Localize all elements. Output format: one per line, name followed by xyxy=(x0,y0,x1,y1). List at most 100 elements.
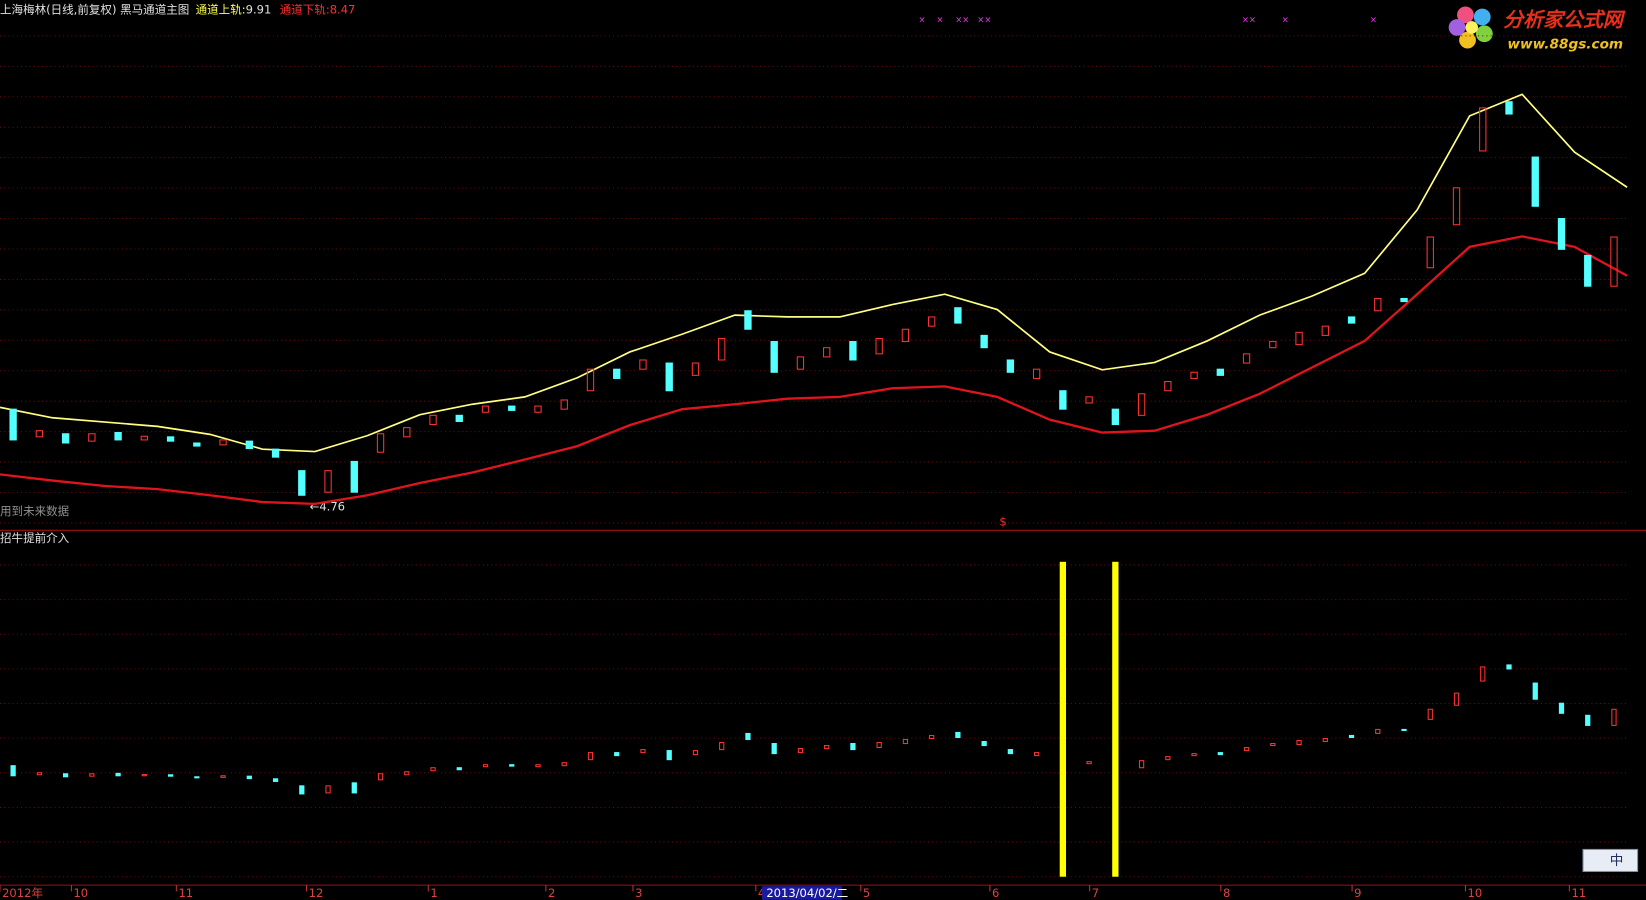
candle xyxy=(1505,101,1513,115)
mini-candle xyxy=(1480,666,1486,682)
mini-candle xyxy=(1243,747,1250,752)
x-tick-label: 7 xyxy=(1092,886,1099,900)
mini-candle xyxy=(561,762,567,767)
candle xyxy=(875,337,883,355)
candle xyxy=(1059,390,1067,410)
mini-candle xyxy=(640,749,646,754)
mini-candle xyxy=(1007,749,1014,755)
mini-candle xyxy=(876,741,882,749)
upper-value: 9.91 xyxy=(246,2,272,16)
candle xyxy=(9,408,17,441)
svg-text:×: × xyxy=(936,15,943,25)
ime-box[interactable]: 中 xyxy=(1582,848,1639,872)
mini-candle xyxy=(377,773,384,781)
mini-candle xyxy=(719,741,725,751)
candle xyxy=(901,328,910,343)
candle xyxy=(1374,297,1382,312)
mini-candle xyxy=(587,752,594,761)
candle xyxy=(324,470,332,493)
x-tick-label: 6 xyxy=(992,886,999,900)
logo-title: 分析家公式网 xyxy=(1503,8,1626,32)
band-line xyxy=(0,235,1628,506)
mini-candle xyxy=(692,750,699,756)
x-tick-label: 10 xyxy=(73,886,88,900)
x-tick-label: 10 xyxy=(1468,886,1483,900)
candle xyxy=(980,334,988,349)
candle xyxy=(376,433,385,453)
mini-candle xyxy=(1375,728,1381,734)
svg-text:×: × xyxy=(1370,15,1377,25)
mini-candle xyxy=(850,743,856,751)
candle xyxy=(586,368,595,392)
candle xyxy=(350,460,358,493)
mini-candle xyxy=(1585,714,1591,726)
candle xyxy=(1531,156,1539,207)
x-tick-label: 12 xyxy=(309,886,324,900)
candle xyxy=(481,405,490,413)
magenta-markers: × × ×× ×× ×× × × xyxy=(919,15,1377,25)
candle xyxy=(1190,371,1198,379)
candle xyxy=(718,337,726,361)
mini-candle xyxy=(929,734,935,740)
candle xyxy=(534,405,542,413)
mini-candle xyxy=(1558,702,1565,714)
candle xyxy=(1347,316,1356,324)
lower-value: 8.47 xyxy=(330,2,356,16)
mini-candle xyxy=(299,785,305,795)
candle xyxy=(1137,393,1146,416)
candle xyxy=(508,405,516,411)
candle xyxy=(140,435,149,441)
candle xyxy=(193,442,201,447)
cursor-date: 2013/04/02/二 xyxy=(766,886,848,900)
mini-candle xyxy=(430,767,436,772)
x-tick-label: 8 xyxy=(1223,886,1230,900)
candle xyxy=(744,310,752,330)
candle xyxy=(1111,408,1120,426)
mini-candle xyxy=(404,771,410,776)
dollar-mark: $ xyxy=(999,514,1006,528)
candle xyxy=(1400,297,1408,303)
candle xyxy=(114,432,122,441)
x-tick-label: 2012年 xyxy=(2,886,43,900)
mini-candle xyxy=(1427,708,1433,720)
indicator-title: 招牛提前介入 xyxy=(0,531,70,545)
future-note: 用到未来数据 xyxy=(0,504,70,518)
candle xyxy=(35,430,44,438)
mini-candle xyxy=(115,772,121,777)
candle xyxy=(88,433,96,442)
mini-candle xyxy=(1217,752,1223,756)
mini-candle xyxy=(89,773,95,777)
x-tick-label: 11 xyxy=(1571,886,1586,900)
mini-candle xyxy=(10,765,16,777)
candle xyxy=(61,433,70,444)
candle xyxy=(665,362,673,392)
candle xyxy=(455,414,463,422)
mini-candle xyxy=(902,738,909,745)
logo-url: www.88gs.com xyxy=(1507,36,1623,52)
candle xyxy=(298,470,306,496)
candle xyxy=(1452,187,1461,226)
mini-candle xyxy=(771,743,777,755)
candle xyxy=(1295,331,1303,346)
logo: 分析家公式网 www.88gs.com xyxy=(1448,6,1626,52)
mini-candle xyxy=(1348,734,1355,739)
x-tick-label: 5 xyxy=(863,886,870,900)
candle xyxy=(770,341,778,373)
svg-text:××: ×× xyxy=(955,15,969,25)
mini-candle xyxy=(351,782,357,794)
mini-candle xyxy=(824,745,830,750)
mini-candle xyxy=(272,778,279,782)
mini-candle xyxy=(220,775,226,778)
x-tick-label: 11 xyxy=(178,886,193,900)
svg-text:×: × xyxy=(1282,15,1289,25)
svg-text:××: ×× xyxy=(977,15,991,25)
mini-candle xyxy=(1532,682,1538,700)
candle xyxy=(1032,368,1041,379)
mini-candle xyxy=(36,772,42,776)
x-tick-label: 9 xyxy=(1354,886,1361,900)
mini-candle xyxy=(1401,728,1407,731)
mini-candle xyxy=(194,776,200,779)
mini-candle xyxy=(1506,664,1512,670)
candle xyxy=(1085,396,1093,404)
